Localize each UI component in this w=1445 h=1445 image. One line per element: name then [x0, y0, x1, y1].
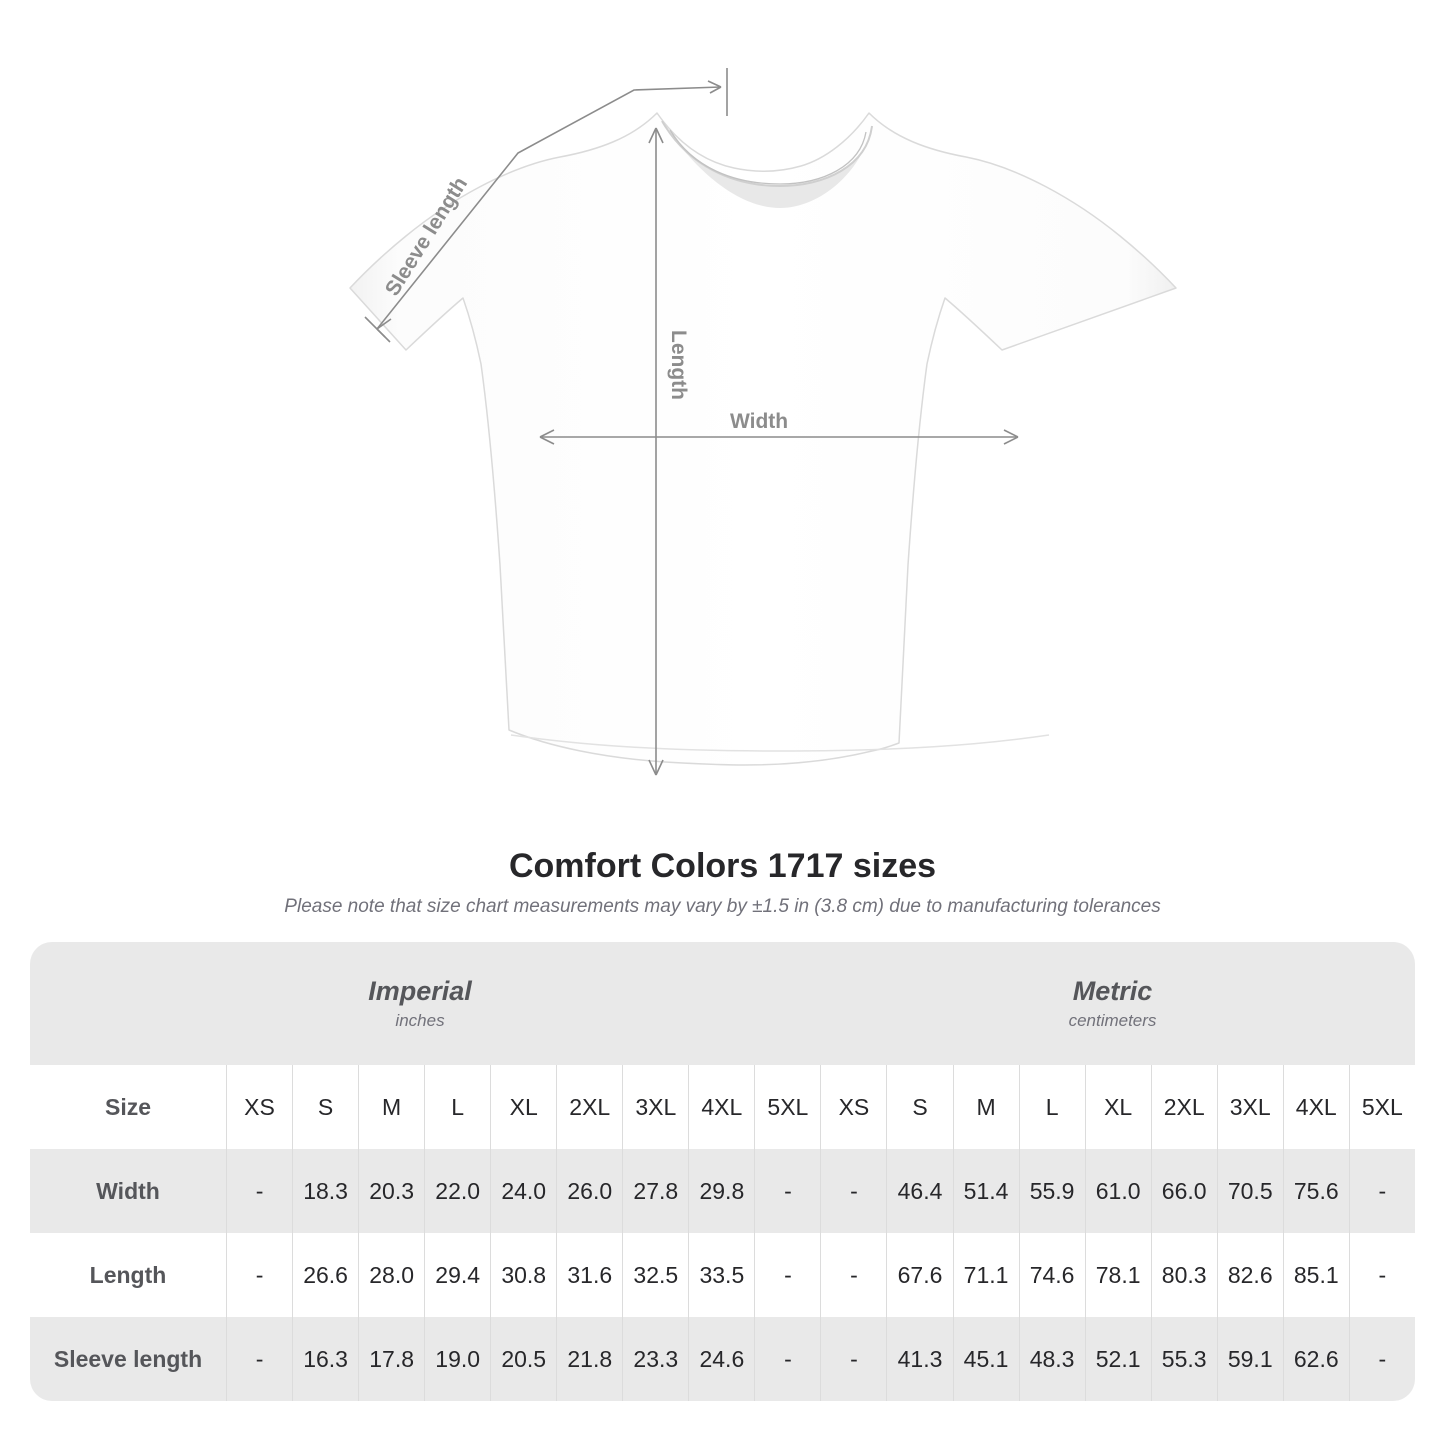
svg-text:Width: Width: [730, 410, 788, 433]
svg-text:Length: Length: [667, 330, 690, 400]
